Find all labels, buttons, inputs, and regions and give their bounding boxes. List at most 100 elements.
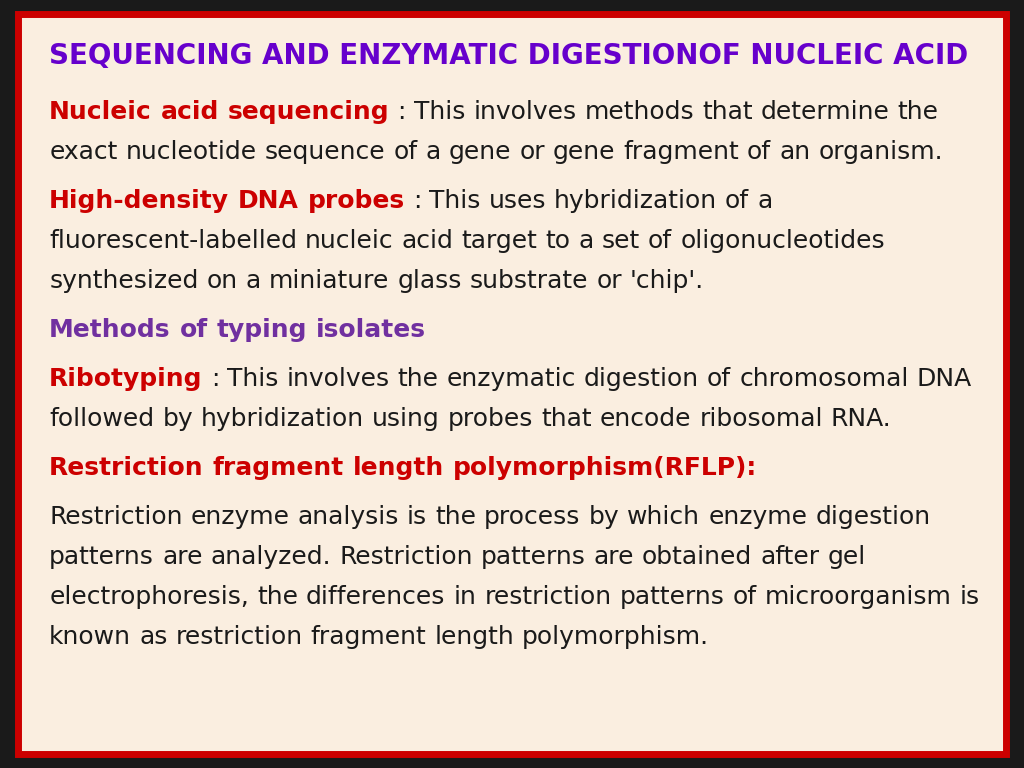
Text: are: are (162, 545, 203, 569)
Text: hybridization: hybridization (554, 189, 717, 213)
Text: Methods: Methods (49, 318, 171, 342)
Text: 'chip'.: 'chip'. (630, 269, 705, 293)
Text: organism.: organism. (818, 140, 943, 164)
Text: polymorphism.: polymorphism. (522, 625, 710, 649)
Text: This: This (429, 189, 480, 213)
Text: enzymatic: enzymatic (446, 367, 575, 391)
Text: that: that (541, 407, 592, 431)
Text: process: process (484, 505, 581, 529)
Text: probes: probes (307, 189, 404, 213)
Text: target: target (462, 229, 538, 253)
Text: of: of (648, 229, 672, 253)
Text: patterns: patterns (620, 585, 724, 609)
Text: uses: uses (488, 189, 546, 213)
Text: are: are (594, 545, 634, 569)
Text: DNA: DNA (916, 367, 972, 391)
Text: This: This (414, 100, 465, 124)
Text: followed: followed (49, 407, 155, 431)
Text: RNA.: RNA. (830, 407, 892, 431)
Text: of: of (707, 367, 731, 391)
Text: digestion: digestion (584, 367, 699, 391)
Text: Restriction: Restriction (49, 456, 204, 480)
Text: or: or (596, 269, 622, 293)
Text: by: by (162, 407, 193, 431)
Text: synthesized: synthesized (49, 269, 199, 293)
Text: of: of (748, 140, 771, 164)
Text: :: : (413, 189, 421, 213)
Text: probes: probes (447, 407, 534, 431)
Text: microorganism: microorganism (764, 585, 951, 609)
Text: the: the (257, 585, 298, 609)
Text: a: a (757, 189, 772, 213)
Text: digestion: digestion (815, 505, 930, 529)
Text: in: in (454, 585, 476, 609)
Text: Restriction: Restriction (49, 505, 182, 529)
Text: encode: encode (600, 407, 691, 431)
Text: fragment: fragment (213, 456, 344, 480)
Text: to: to (546, 229, 570, 253)
Text: enzyme: enzyme (190, 505, 290, 529)
Text: Restriction: Restriction (339, 545, 473, 569)
Text: Ribotyping: Ribotyping (49, 367, 203, 391)
Text: chromosomal: chromosomal (739, 367, 908, 391)
Text: determine: determine (761, 100, 890, 124)
Text: acid: acid (401, 229, 454, 253)
Text: polymorphism(RFLP):: polymorphism(RFLP): (453, 456, 757, 480)
Text: a: a (425, 140, 440, 164)
Text: methods: methods (585, 100, 694, 124)
Text: sequence: sequence (264, 140, 385, 164)
Text: is: is (407, 505, 427, 529)
Text: on: on (207, 269, 238, 293)
Text: High-density: High-density (49, 189, 229, 213)
Text: after: after (760, 545, 819, 569)
Text: :: : (397, 100, 406, 124)
Text: using: using (372, 407, 439, 431)
Text: analysis: analysis (298, 505, 399, 529)
Text: known: known (49, 625, 131, 649)
Text: that: that (701, 100, 753, 124)
Text: or: or (519, 140, 545, 164)
Text: DNA: DNA (238, 189, 299, 213)
Text: This: This (227, 367, 279, 391)
Text: as: as (139, 625, 168, 649)
Text: obtained: obtained (642, 545, 753, 569)
Text: ribosomal: ribosomal (699, 407, 822, 431)
Text: glass: glass (397, 269, 462, 293)
Text: nucleotide: nucleotide (126, 140, 257, 164)
Text: sequencing: sequencing (227, 100, 389, 124)
Text: the: the (897, 100, 938, 124)
Text: acid: acid (161, 100, 219, 124)
Text: which: which (627, 505, 700, 529)
Text: differences: differences (306, 585, 445, 609)
Text: electrophoresis,: electrophoresis, (49, 585, 249, 609)
Text: gene: gene (553, 140, 615, 164)
Text: substrate: substrate (470, 269, 588, 293)
Text: patterns: patterns (480, 545, 586, 569)
Text: exact: exact (49, 140, 118, 164)
Text: :: : (211, 367, 219, 391)
Text: fluorescent-labelled: fluorescent-labelled (49, 229, 297, 253)
Text: Nucleic: Nucleic (49, 100, 152, 124)
Text: SEQUENCING AND ENZYMATIC DIGESTIONOF NUCLEIC ACID: SEQUENCING AND ENZYMATIC DIGESTIONOF NUC… (49, 42, 969, 70)
Text: a: a (579, 229, 594, 253)
Text: set: set (602, 229, 640, 253)
Text: hybridization: hybridization (201, 407, 364, 431)
Text: involves: involves (473, 100, 577, 124)
Text: the: the (435, 505, 476, 529)
Text: the: the (397, 367, 438, 391)
Text: fragment: fragment (624, 140, 739, 164)
Text: of: of (179, 318, 208, 342)
Text: a: a (246, 269, 261, 293)
Text: is: is (959, 585, 979, 609)
Text: isolates: isolates (315, 318, 426, 342)
Text: an: an (779, 140, 810, 164)
Text: gene: gene (449, 140, 511, 164)
Text: involves: involves (287, 367, 389, 391)
Text: nucleic: nucleic (305, 229, 394, 253)
Text: gel: gel (827, 545, 865, 569)
Text: typing: typing (216, 318, 307, 342)
Text: of: of (393, 140, 418, 164)
Text: of: of (725, 189, 750, 213)
Text: enzyme: enzyme (709, 505, 807, 529)
Text: analyzed.: analyzed. (211, 545, 331, 569)
